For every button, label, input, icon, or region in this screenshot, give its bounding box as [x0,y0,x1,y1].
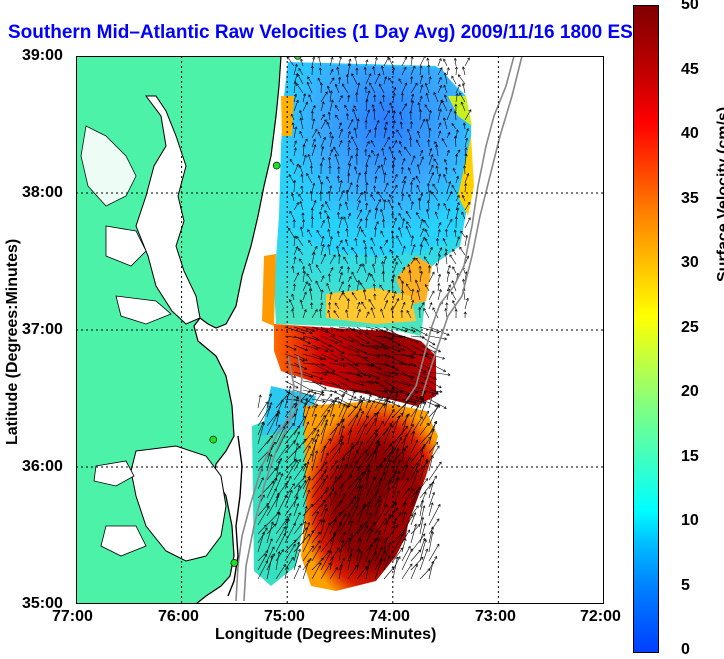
colorbar-tick: 50 [681,0,699,13]
x-tick-label: 72:00 [580,608,621,625]
y-tick-label: 35:00 [22,595,63,612]
colorbar-tick: 10 [681,512,699,529]
map-plot[interactable] [75,52,604,605]
grid-lines [76,56,604,604]
colorbar-tick: 5 [681,577,690,594]
y-axis-label: Latitude (Degrees:Minutes) [4,238,21,445]
y-tick-label: 39:00 [22,47,63,64]
colorbar-tick: 45 [681,61,699,78]
colorbar-label: Surface Velocity (cm/s) [715,106,724,282]
station-marker [272,161,281,170]
colorbar-tick: 35 [681,190,699,207]
station-marker [230,559,239,567]
x-tick-label: 76:00 [158,608,199,625]
y-tick-label: 37:00 [22,321,63,338]
x-tick-label: 74:00 [369,608,410,625]
colorbar-tick: 20 [681,383,699,400]
colorbar-tick: 40 [681,125,699,142]
colorbar-tick: 0 [681,641,690,658]
y-tick-label: 36:00 [22,458,63,475]
colorbar-tick: 30 [681,254,699,271]
x-tick-label: 75:00 [264,608,305,625]
chart-title: Southern Mid–Atlantic Raw Velocities (1 … [8,22,645,43]
velocity-field [252,62,474,591]
x-axis-label: Longitude (Degrees:Minutes) [215,626,437,643]
station-marker [209,435,218,444]
plot-frame [76,56,604,604]
map-svg[interactable] [75,52,604,605]
colorbar [633,5,659,653]
bathymetry-contours [235,55,523,602]
y-tick-label: 38:00 [22,184,63,201]
x-tick-label: 73:00 [475,608,516,625]
x-tick-label: 77:00 [52,608,93,625]
colorbar-tick: 15 [681,448,699,465]
colorbar-tick: 25 [681,319,699,336]
velocity-vectors [257,55,472,580]
